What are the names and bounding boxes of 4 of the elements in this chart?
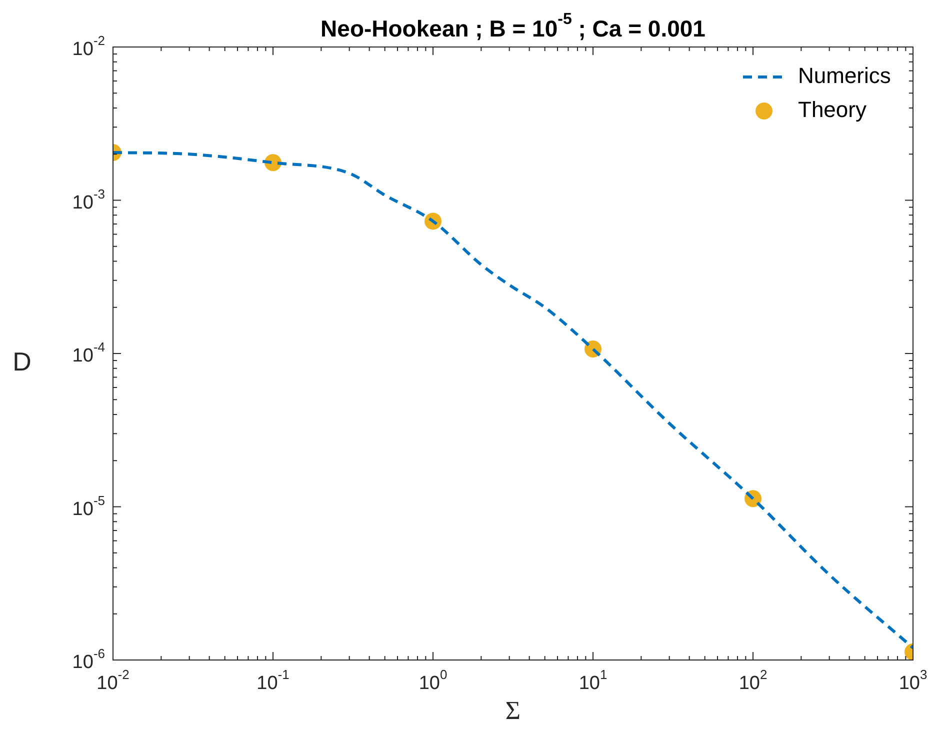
legend-label: Numerics [798,63,891,88]
y-axis-title: D [12,346,32,377]
legend-label: Theory [798,97,866,122]
x-axis-title: Σ [505,696,521,725]
